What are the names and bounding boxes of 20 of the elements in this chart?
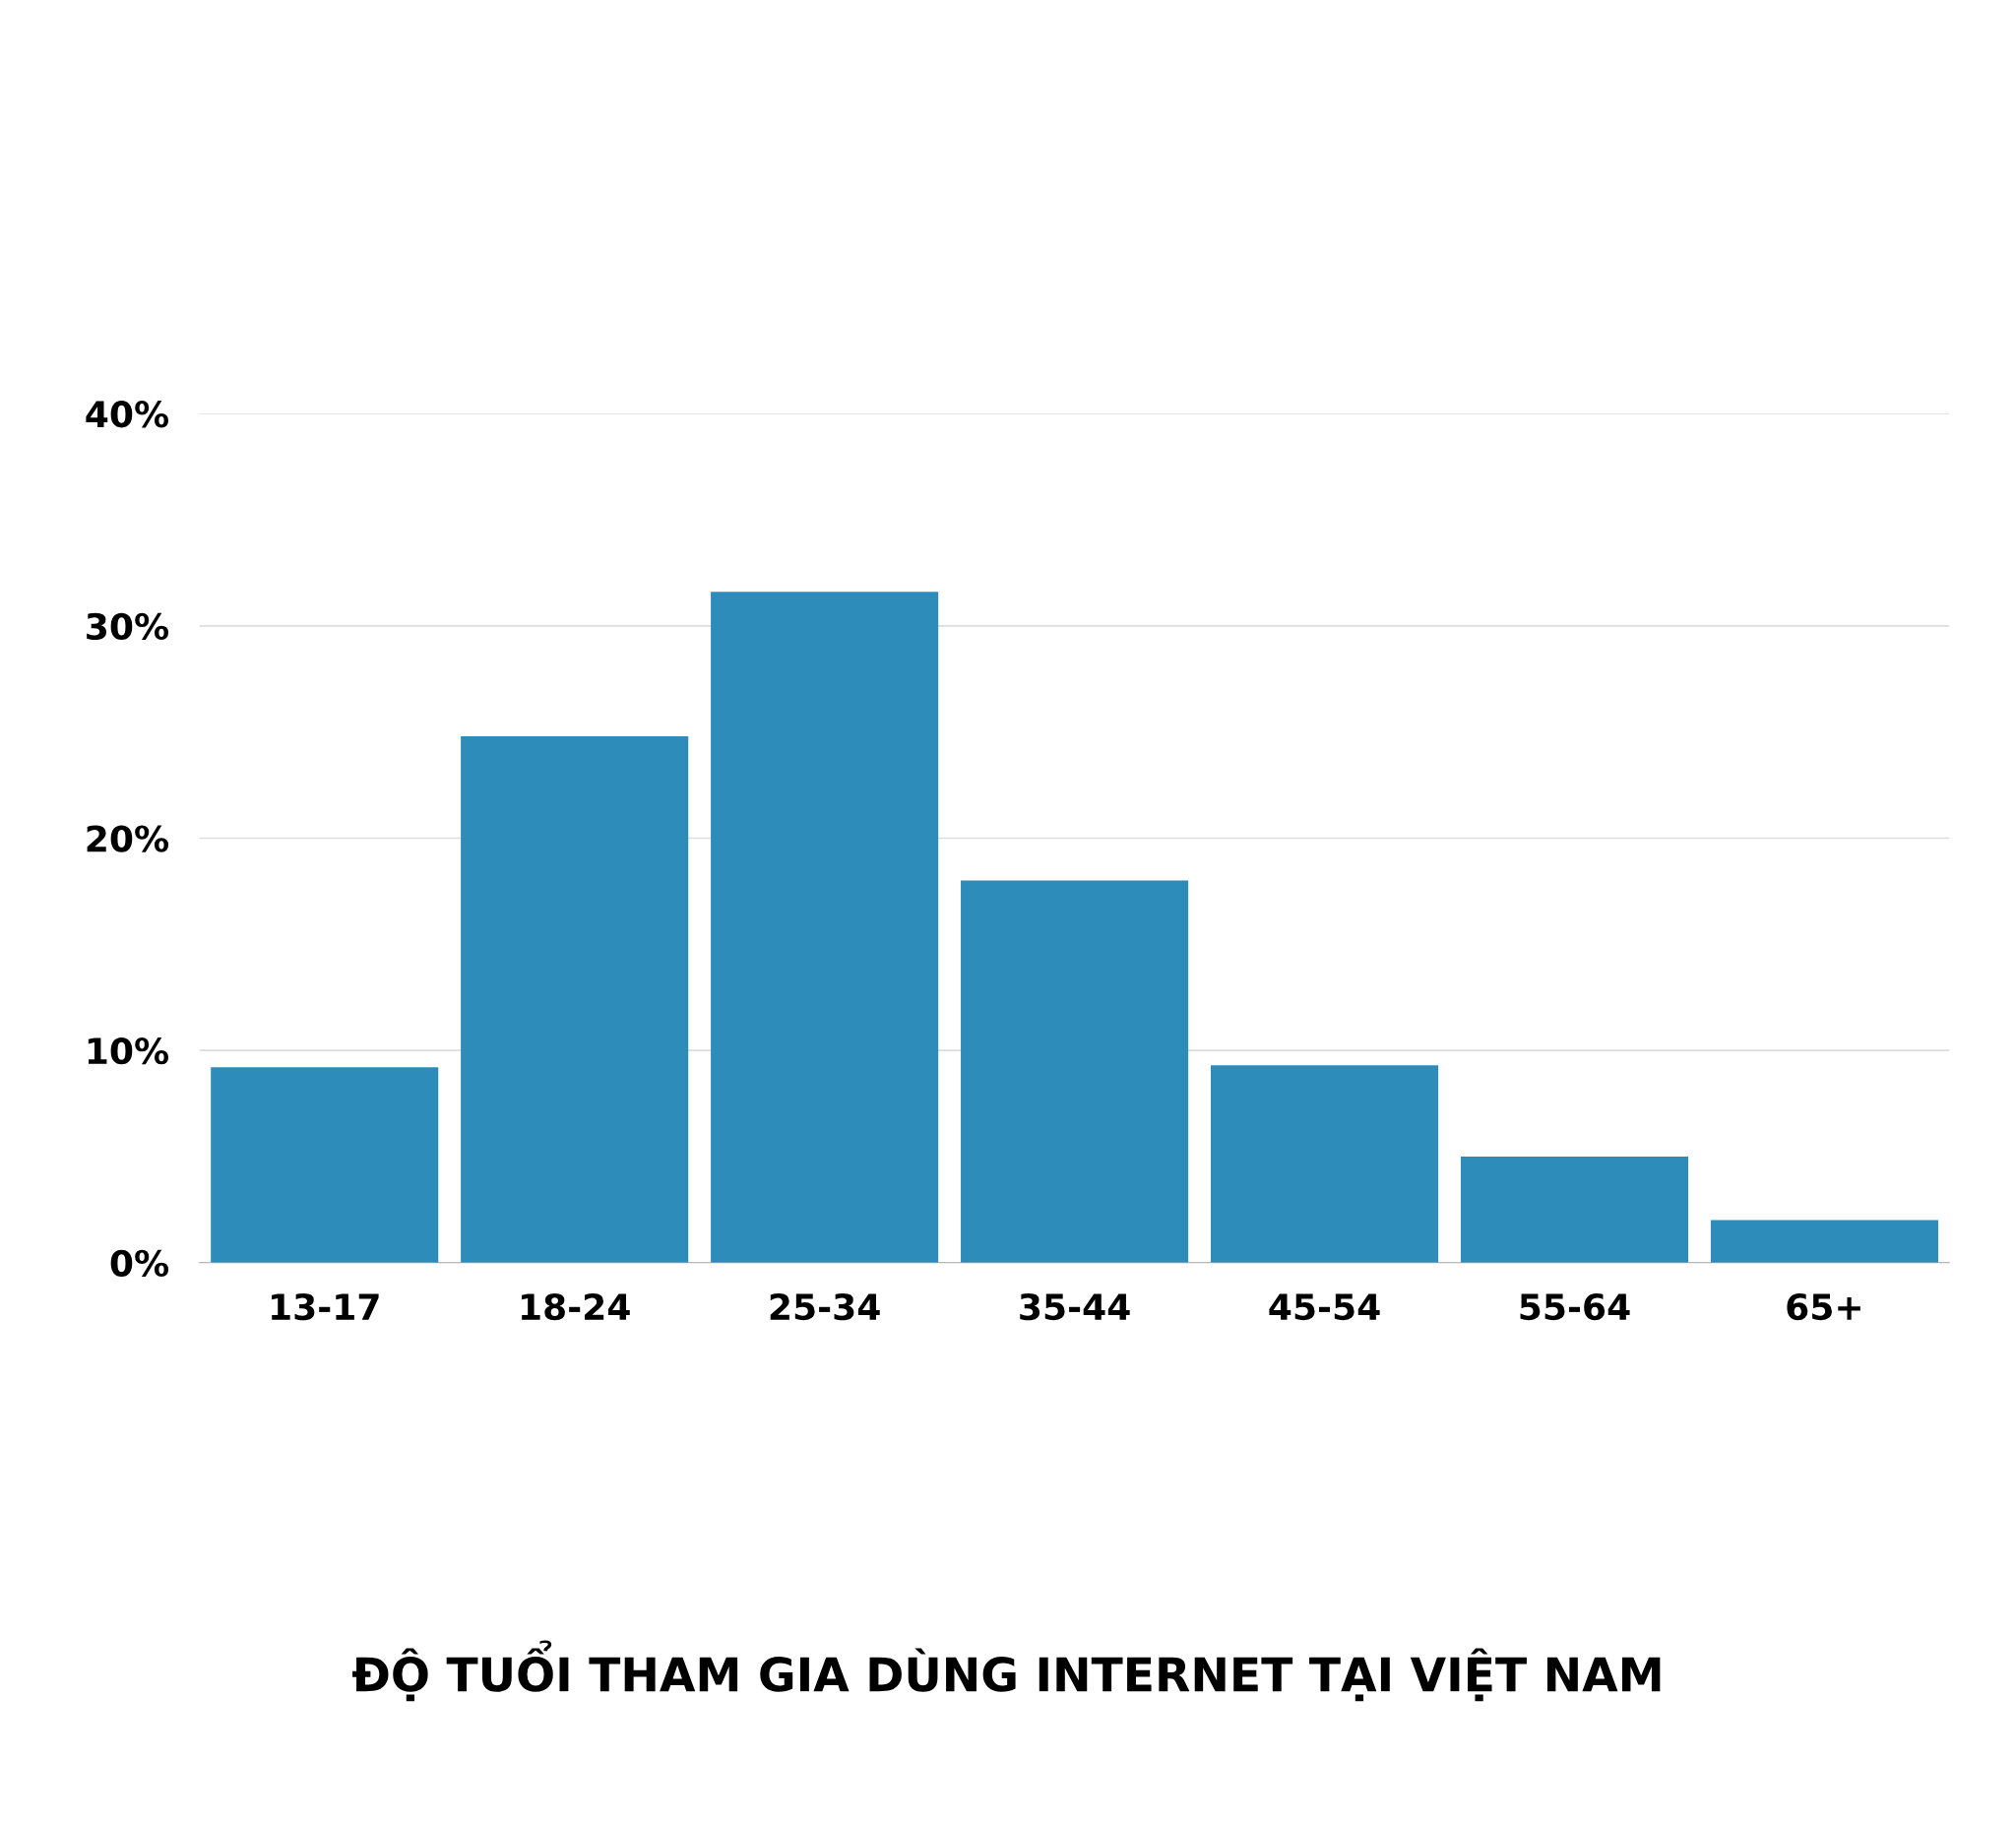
- x-tick-label: 55-64: [1520, 1292, 1630, 1321]
- bar: [461, 735, 689, 1263]
- bar: [1460, 1156, 1689, 1263]
- x-tick-label: 13-17: [272, 1292, 379, 1321]
- bar: [211, 1067, 439, 1263]
- x-tick-label: 65+: [1787, 1292, 1860, 1321]
- y-tick-label: 30%: [87, 612, 169, 641]
- y-tick-label: 40%: [86, 401, 169, 428]
- bar: [1710, 1220, 1938, 1263]
- bar: [711, 592, 939, 1263]
- x-tick-label: 35-44: [1020, 1292, 1130, 1321]
- y-tick-label: 0%: [110, 1249, 169, 1277]
- y-tick-label: 10%: [88, 1037, 169, 1065]
- x-tick-label: 25-34: [770, 1292, 880, 1321]
- text: ĐỘ TUỔI THAM GIA DÙNG INTERNET TẠI VIỆT NAM: [352, 1640, 1661, 1702]
- bar: [961, 880, 1189, 1263]
- x-tick-label: 45-54: [1269, 1293, 1380, 1321]
- bar: [1210, 1065, 1439, 1263]
- x-tick-label: 18-24: [522, 1292, 630, 1321]
- y-tick-label: 20%: [87, 825, 169, 852]
